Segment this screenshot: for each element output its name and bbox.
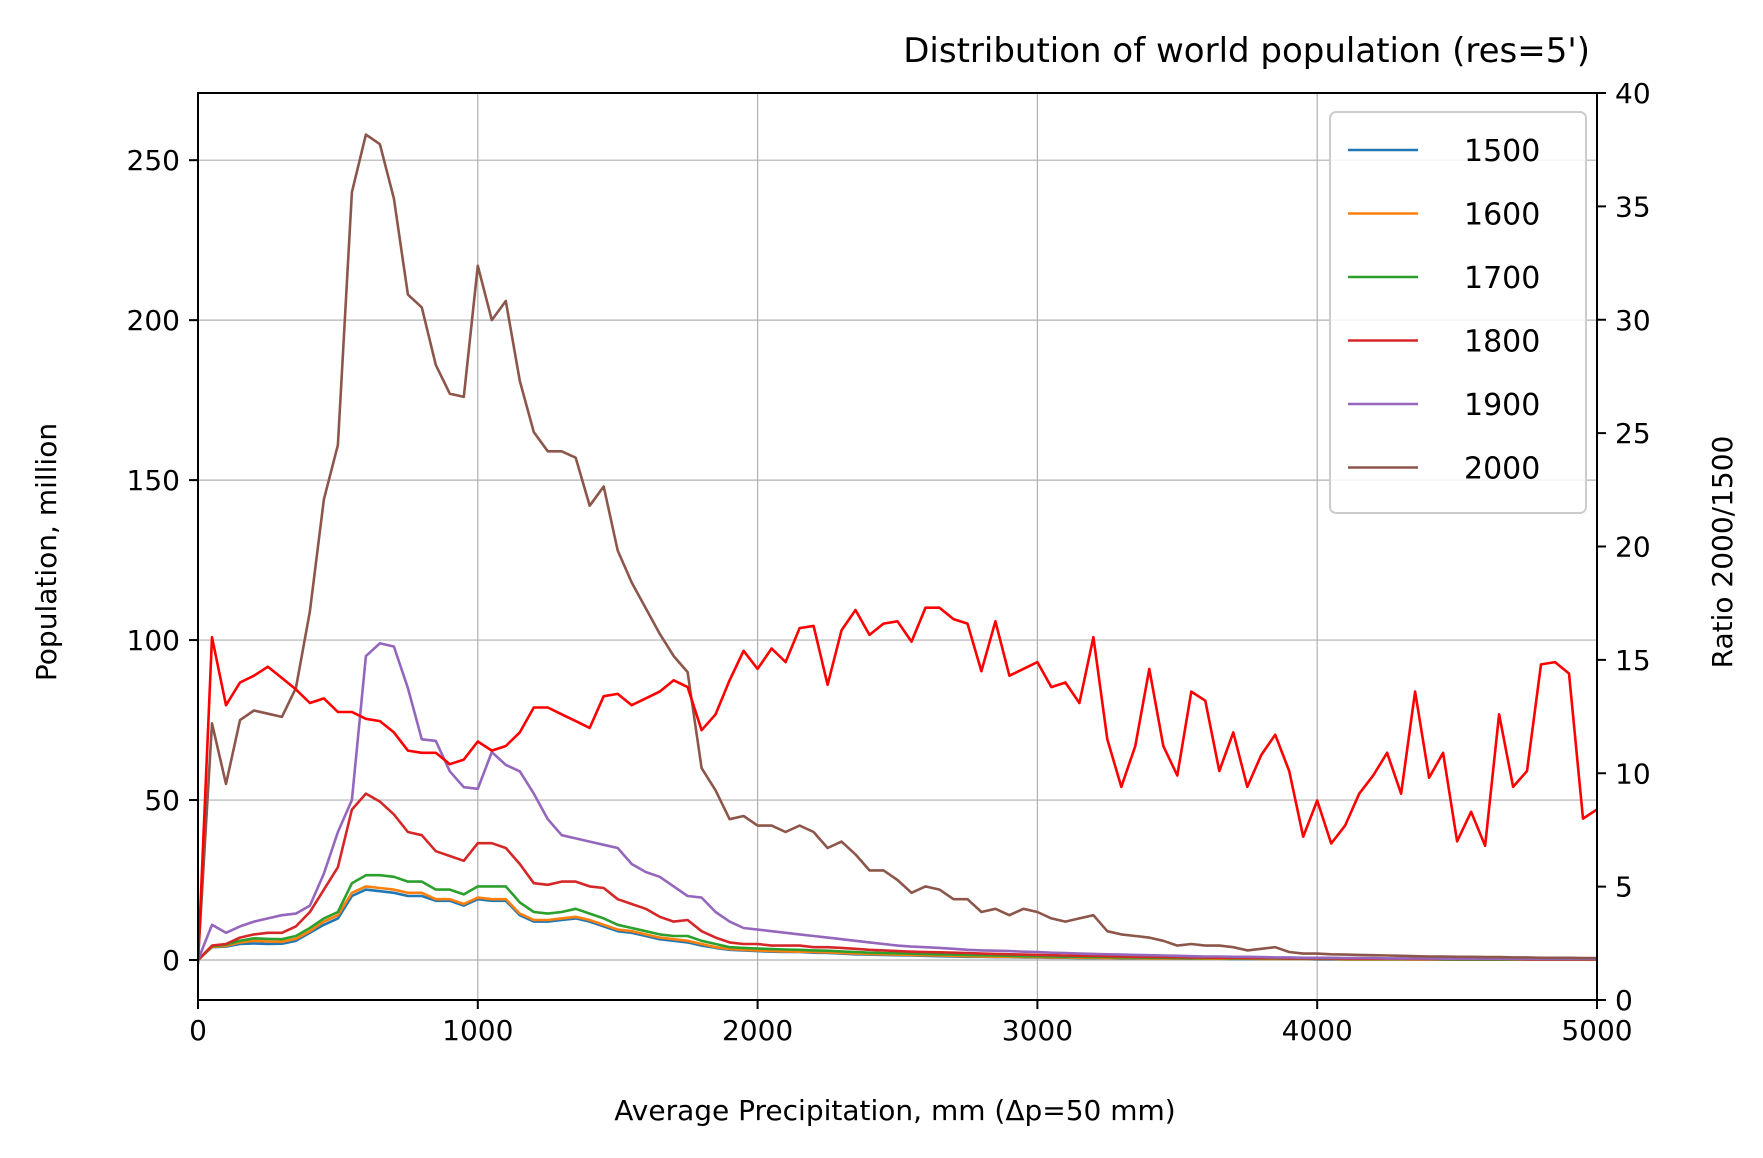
series-line-ratio: [198, 606, 1597, 964]
x-tick-label: 1000: [442, 1014, 513, 1047]
legend-label-2000: 2000: [1464, 452, 1540, 487]
right-y-tick-label: 35: [1615, 190, 1651, 223]
right-y-tick-label: 5: [1615, 871, 1633, 904]
plot-area: [198, 133, 1597, 964]
y-tick-label: 0: [162, 944, 180, 977]
right-y-axis-title: Ratio 2000/1500: [1706, 436, 1739, 669]
x-tick-label: 4000: [1282, 1014, 1353, 1047]
legend-label-1800: 1800: [1464, 325, 1540, 360]
legend-label-1900: 1900: [1464, 388, 1540, 423]
y-tick-label: 50: [144, 784, 180, 817]
x-axis-title: Average Precipitation, mm (Δp=50 mm): [614, 1094, 1175, 1127]
right-y-tick-label: 25: [1615, 417, 1651, 450]
y-tick-label: 250: [127, 144, 180, 177]
x-tick-label: 5000: [1561, 1014, 1632, 1047]
y-tick-label: 100: [127, 624, 180, 657]
series-line-2000: [198, 133, 1597, 961]
legend: 1500 1600 1700 1800 1900 2000: [1329, 111, 1587, 514]
right-y-tick-label: 15: [1615, 644, 1651, 677]
legend-box: [1329, 111, 1587, 514]
right-y-tick-label: 0: [1615, 984, 1633, 1017]
legend-label-1500: 1500: [1464, 134, 1540, 169]
series-line-1900: [198, 641, 1597, 961]
x-tick-label: 0: [189, 1014, 207, 1047]
legend-label-1700: 1700: [1464, 261, 1540, 296]
right-y-tick-label: 10: [1615, 757, 1651, 790]
right-y-tick-label: 30: [1615, 304, 1651, 337]
y-tick-label: 200: [127, 304, 180, 337]
axes: 0 1000 2000 3000 4000 50000501001502002500510…: [127, 77, 1651, 1047]
right-y-tick-label: 40: [1615, 77, 1651, 110]
right-y-tick-label: 20: [1615, 531, 1651, 564]
x-tick-label: 3000: [1002, 1014, 1073, 1047]
legend-label-1600: 1600: [1464, 198, 1540, 233]
series-group: [198, 133, 1597, 964]
y-tick-label: 150: [127, 464, 180, 497]
y-axis-title: Population, million: [30, 423, 63, 681]
chart-title: Distribution of world population (res=5'…: [903, 31, 1590, 71]
x-tick-label: 2000: [722, 1014, 793, 1047]
